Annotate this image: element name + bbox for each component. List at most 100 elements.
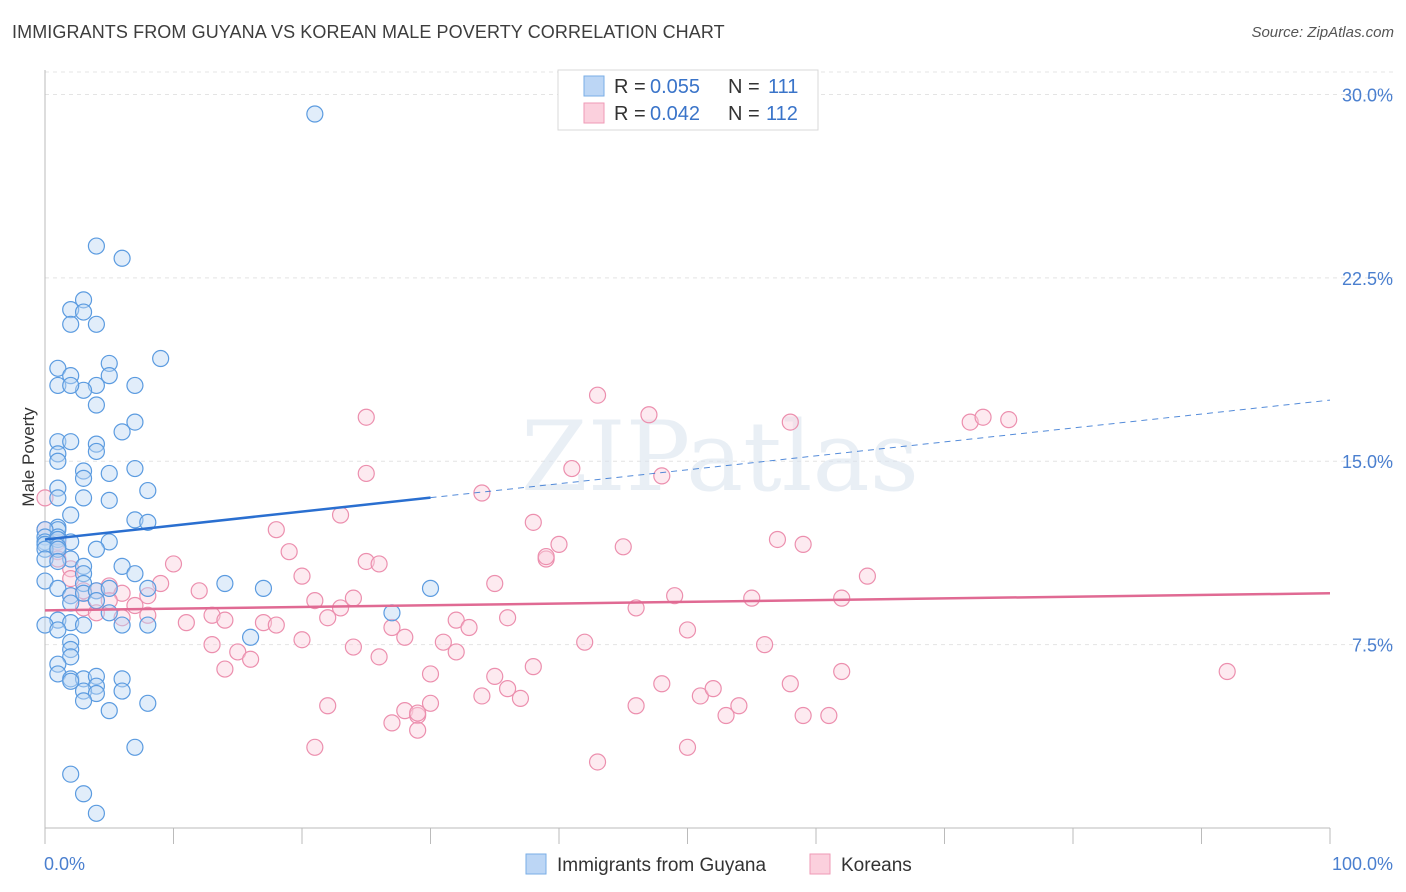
korean-point bbox=[627, 697, 645, 715]
korean-point bbox=[588, 753, 607, 771]
guyana-point bbox=[87, 315, 106, 333]
top-legend: R = 0.055 N = 111 R = 0.042 N = 112 bbox=[557, 69, 819, 131]
korean-point bbox=[961, 413, 979, 431]
guyana-point bbox=[74, 489, 93, 507]
korean-point bbox=[409, 704, 427, 722]
guyana-point bbox=[62, 614, 80, 632]
guyana-point bbox=[113, 616, 131, 634]
korean-point bbox=[704, 680, 722, 698]
guyana-point bbox=[74, 462, 93, 480]
guyana-point bbox=[126, 511, 144, 529]
guyana-point bbox=[87, 684, 106, 703]
korean-point bbox=[499, 680, 517, 698]
y-tick-labels: 7.5% 15.0% 22.5% 30.0% bbox=[1342, 85, 1393, 655]
guyana-point bbox=[74, 303, 93, 321]
korean-point bbox=[344, 638, 362, 656]
guyana-point bbox=[139, 513, 157, 531]
guyana-point bbox=[113, 423, 131, 441]
guyana-point bbox=[36, 535, 54, 553]
guyana-point bbox=[49, 665, 67, 683]
korean-point bbox=[203, 636, 221, 654]
korean-point bbox=[357, 552, 375, 571]
korean-point bbox=[331, 506, 350, 524]
guyana-point bbox=[74, 469, 93, 487]
korean-point bbox=[139, 606, 157, 624]
korean-point bbox=[627, 599, 645, 617]
guyana-point bbox=[100, 702, 118, 720]
korean-point bbox=[486, 667, 504, 686]
korean-point bbox=[640, 406, 658, 424]
guyana-point bbox=[36, 572, 54, 590]
guyana-point bbox=[49, 655, 67, 673]
guyana-point bbox=[74, 565, 93, 583]
guyana-point bbox=[62, 765, 80, 783]
korean-point bbox=[62, 560, 80, 578]
korean-point bbox=[396, 628, 414, 646]
guyana-point bbox=[74, 584, 93, 602]
legend-swatch-guyana bbox=[583, 75, 605, 97]
guyana-point bbox=[62, 672, 80, 690]
korean-point bbox=[357, 464, 375, 483]
guyana-point bbox=[49, 376, 67, 395]
guyana-point bbox=[100, 464, 118, 483]
y-tick-label-1: 15.0% bbox=[1342, 452, 1393, 472]
korean-point bbox=[717, 706, 735, 725]
guyana-point bbox=[49, 489, 67, 507]
trend-lines bbox=[44, 399, 1331, 612]
korean-point bbox=[511, 689, 530, 708]
guyana-point bbox=[49, 479, 67, 497]
korean-point bbox=[383, 618, 401, 637]
guyana-point bbox=[87, 376, 106, 395]
guyana-point bbox=[87, 677, 106, 695]
korean-point bbox=[447, 611, 465, 629]
guyana-point bbox=[49, 611, 67, 629]
guyana-point bbox=[62, 367, 80, 385]
korean-point bbox=[524, 658, 542, 676]
guyana-point bbox=[49, 540, 67, 558]
watermark: ZIPatlas bbox=[521, 401, 919, 513]
guyana-point bbox=[87, 540, 106, 558]
guyana-point bbox=[36, 550, 54, 568]
korean-point bbox=[550, 535, 568, 553]
korean-point bbox=[447, 643, 465, 661]
guyana-point bbox=[62, 633, 80, 651]
korean-point bbox=[152, 574, 170, 593]
korean-point bbox=[588, 386, 607, 404]
axes bbox=[44, 70, 1331, 844]
korean-point bbox=[357, 408, 375, 426]
korean-point bbox=[229, 643, 247, 661]
guyana-point bbox=[36, 528, 54, 546]
guyana-point bbox=[62, 433, 80, 451]
korean-point bbox=[267, 521, 285, 539]
korean-point bbox=[396, 702, 414, 720]
guyana-point bbox=[383, 604, 401, 622]
guyana-point bbox=[139, 616, 157, 634]
korean-point bbox=[113, 584, 131, 602]
korean-point bbox=[254, 614, 273, 632]
legend-swatch-koreans bbox=[583, 102, 605, 124]
korean-point bbox=[666, 587, 684, 605]
guyana-point bbox=[126, 376, 144, 395]
korean-point bbox=[768, 530, 787, 549]
korean-point bbox=[74, 599, 93, 617]
korean-point bbox=[653, 675, 671, 693]
guyana-point bbox=[139, 694, 157, 712]
korean-point bbox=[319, 697, 337, 715]
guyana-point bbox=[74, 291, 93, 309]
guyana-point bbox=[62, 594, 80, 612]
guyana-point bbox=[36, 616, 54, 634]
x-tick-labels: 0.0% 100.0% bbox=[44, 854, 1393, 874]
guyana-point bbox=[113, 682, 131, 700]
guyana-point bbox=[74, 670, 93, 688]
guyana-point bbox=[100, 367, 118, 385]
guyana-point bbox=[216, 574, 234, 593]
korean-point bbox=[306, 591, 324, 610]
guyana-point bbox=[87, 237, 106, 255]
korean-point bbox=[974, 408, 992, 426]
korean-point bbox=[164, 555, 183, 573]
guyana-point bbox=[100, 579, 118, 597]
guyana-point bbox=[100, 533, 118, 551]
korean-point bbox=[331, 599, 350, 617]
x-tick-label-1: 100.0% bbox=[1332, 854, 1393, 874]
